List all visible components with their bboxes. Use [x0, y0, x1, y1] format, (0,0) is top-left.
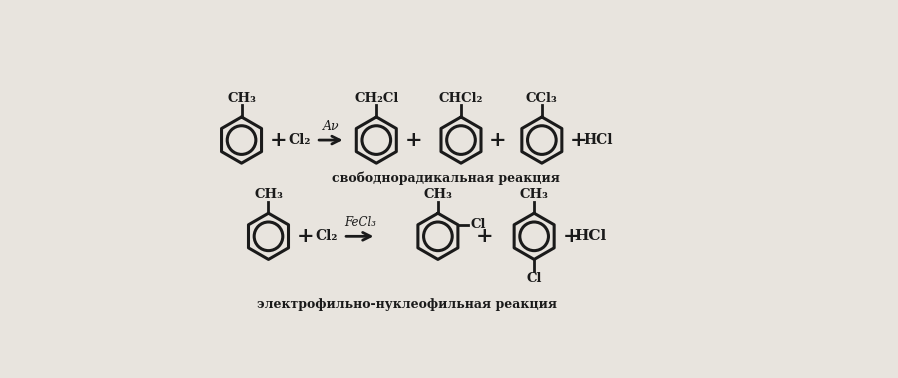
Text: Cl₂: Cl₂: [288, 133, 311, 147]
Text: CHCl₂: CHCl₂: [439, 91, 483, 105]
Text: свободнорадикальная реакция: свободнорадикальная реакция: [331, 172, 559, 185]
Text: CH₃: CH₃: [424, 188, 453, 201]
Text: +: +: [570, 130, 587, 150]
Text: Aν: Aν: [322, 120, 339, 133]
Text: CH₂Cl: CH₂Cl: [354, 91, 399, 105]
Text: FeCl₃: FeCl₃: [344, 216, 375, 229]
Text: Cl₂: Cl₂: [315, 229, 338, 243]
Text: +: +: [562, 226, 580, 246]
Text: CCl₃: CCl₃: [526, 91, 558, 105]
Text: +: +: [475, 226, 493, 246]
Text: HCl: HCl: [574, 229, 606, 243]
Text: +: +: [269, 130, 287, 150]
Text: +: +: [296, 226, 314, 246]
Text: электрофильно-нуклеофильная реакция: электрофильно-нуклеофильная реакция: [257, 297, 557, 311]
Text: CH₃: CH₃: [520, 188, 549, 201]
Text: +: +: [404, 130, 422, 150]
Text: HCl: HCl: [584, 133, 612, 147]
Text: Cl: Cl: [526, 272, 541, 285]
Text: CH₃: CH₃: [254, 188, 283, 201]
Text: +: +: [489, 130, 506, 150]
Text: CH₃: CH₃: [227, 91, 256, 105]
Text: Cl: Cl: [471, 217, 487, 231]
